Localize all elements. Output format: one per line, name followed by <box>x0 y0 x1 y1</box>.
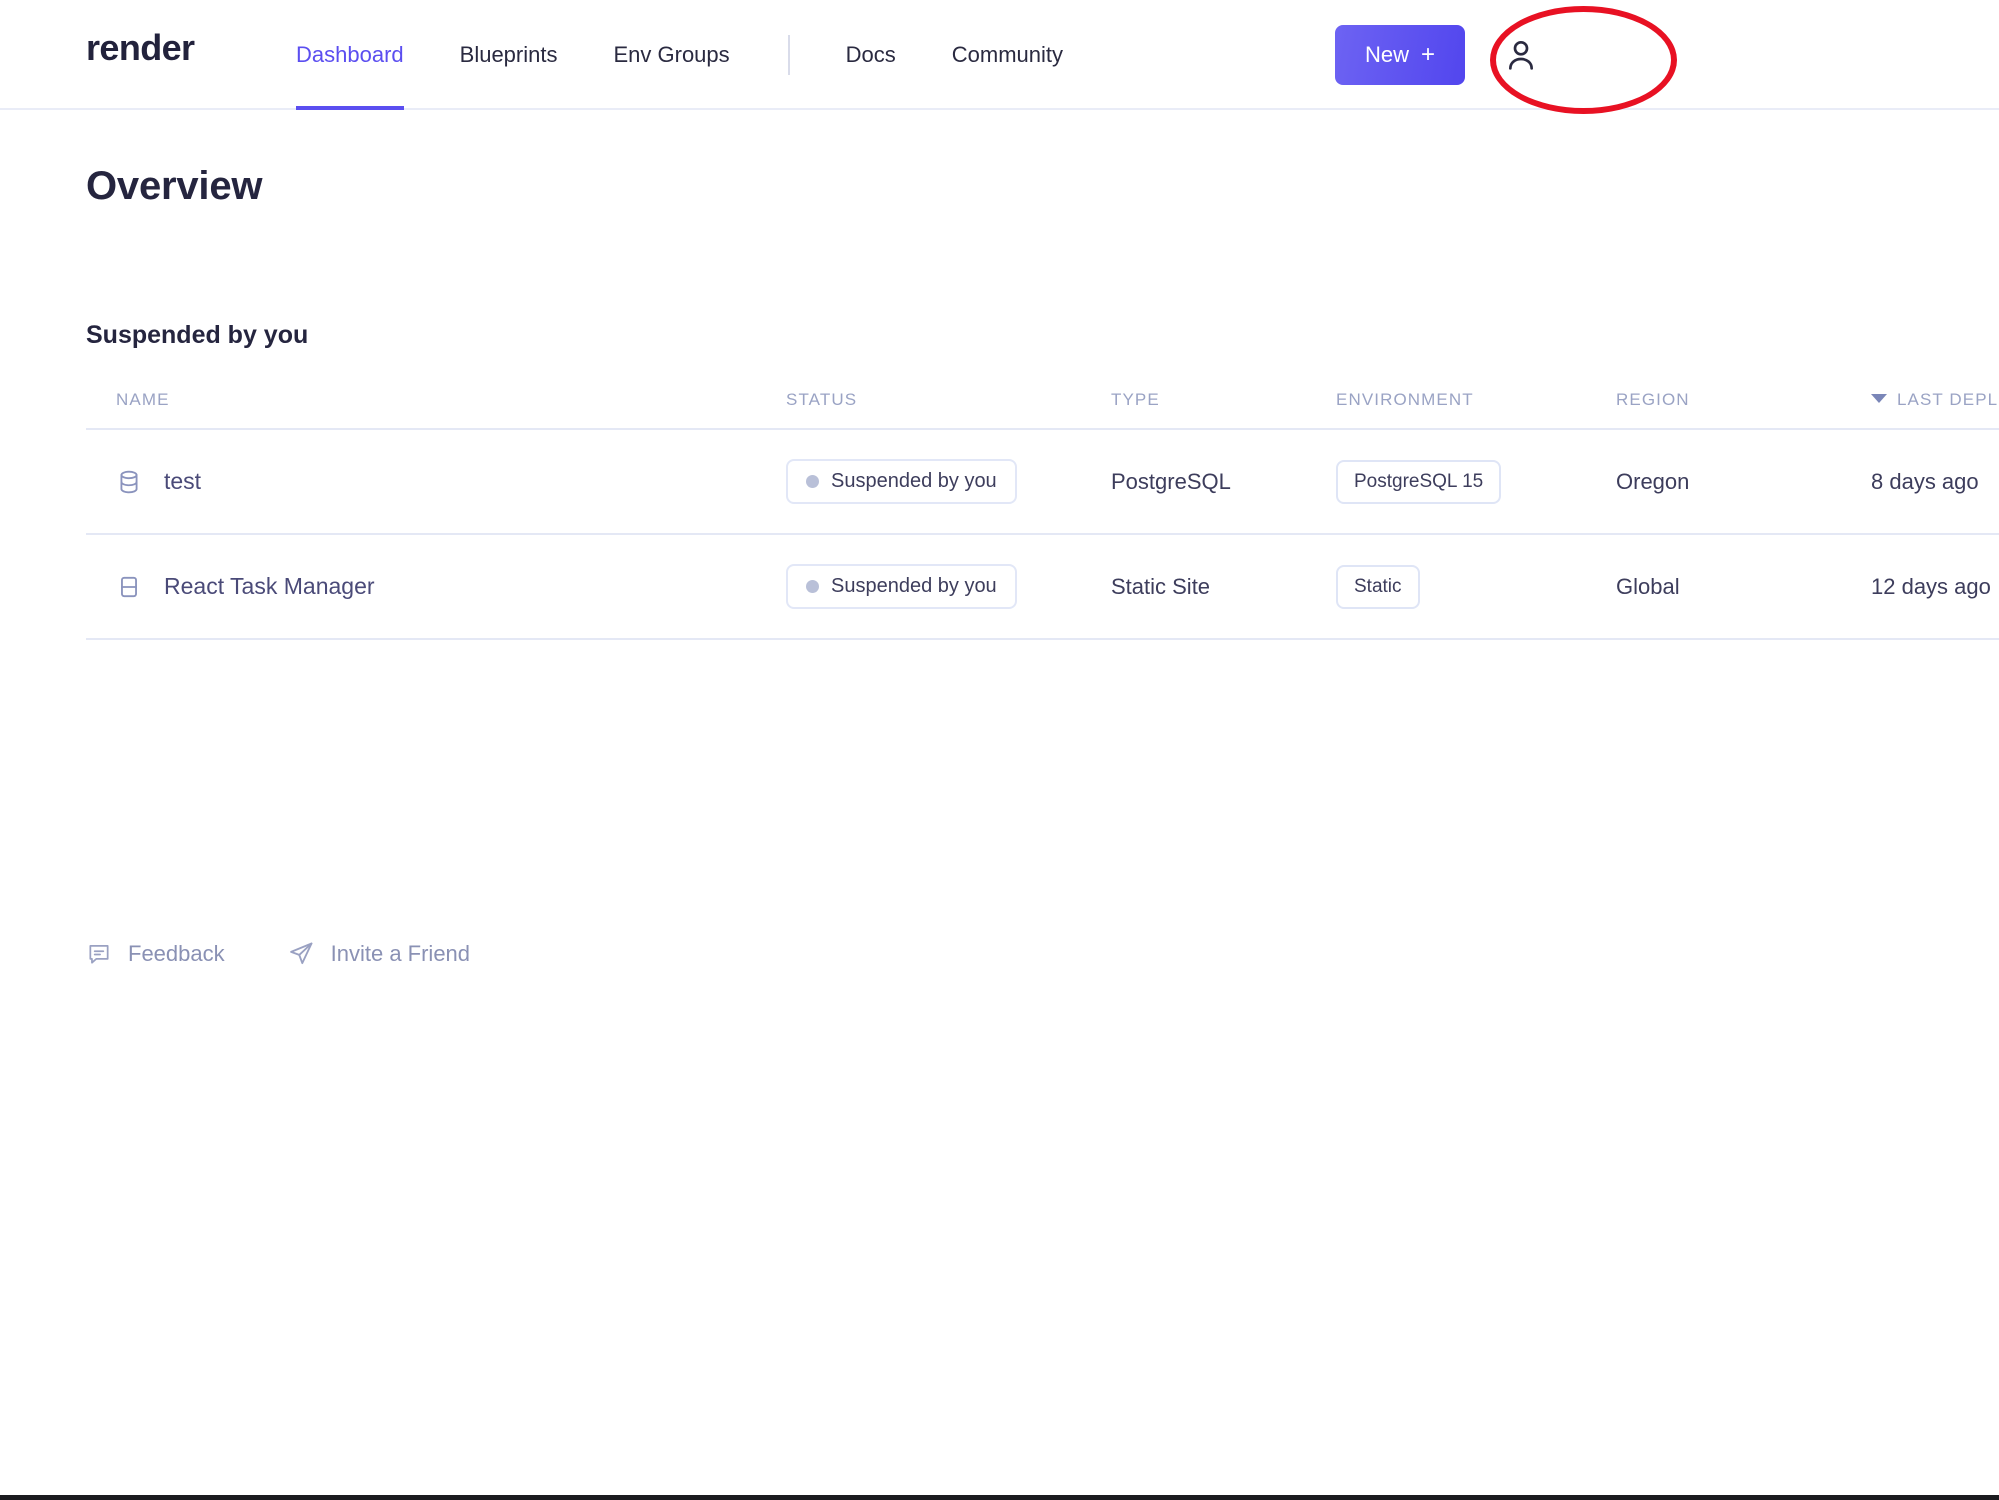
table-header-row: NAME STATUS TYPE ENVIRONMENT REGION <box>86 390 1999 430</box>
primary-nav: Dashboard Blueprints Env Groups Docs Com… <box>296 0 1119 110</box>
nav-divider <box>787 35 790 75</box>
footer-left-links: Feedback Invite a Friend <box>86 940 470 968</box>
col-header-region[interactable]: REGION <box>1616 390 1871 430</box>
col-header-environment-label: ENVIRONMENT <box>1336 390 1474 409</box>
col-header-name-label: NAME <box>116 390 170 409</box>
status-dot-icon <box>806 475 819 488</box>
feedback-label: Feedback <box>128 941 225 966</box>
plus-icon: + <box>1421 41 1436 68</box>
nav-label-docs: Docs <box>845 42 896 67</box>
status-badge: Suspended by you <box>786 564 1017 609</box>
invite-a-friend-link[interactable]: Invite a Friend <box>287 940 470 968</box>
col-header-type[interactable]: TYPE <box>1111 390 1336 430</box>
table-row[interactable]: React Task Manager Suspended by you Stat… <box>86 534 1999 640</box>
environment-chip: PostgreSQL 15 <box>1336 459 1502 504</box>
feedback-icon <box>86 941 112 967</box>
cell-name: test <box>86 429 786 535</box>
nav-item-docs[interactable]: Docs <box>846 0 896 110</box>
services-table: NAME STATUS TYPE ENVIRONMENT REGION <box>86 390 1999 640</box>
user-avatar-icon <box>1509 41 1533 70</box>
nav-item-env-groups[interactable]: Env Groups <box>613 0 729 110</box>
nav-label-dashboard: Dashboard <box>296 42 404 67</box>
service-name-link[interactable]: test <box>164 468 202 494</box>
main-content: Overview Suspended by you NAME STATUS <box>0 110 1999 1008</box>
render-logo[interactable]: render <box>86 27 195 68</box>
col-header-last-deployed-label: LAST DEPLOYED <box>1897 390 1999 409</box>
status-dot-icon <box>806 580 819 593</box>
col-header-region-label: REGION <box>1616 390 1690 409</box>
cell-last-deployed: 12 days ago <box>1871 534 1999 640</box>
status-badge: Suspended by you <box>786 459 1017 504</box>
cell-region: Oregon <box>1616 429 1871 535</box>
cell-environment: PostgreSQL 15 <box>1336 429 1616 535</box>
cell-type: PostgreSQL <box>1111 429 1336 535</box>
page-footer: Feedback Invite a Friend <box>86 940 1999 1008</box>
nav-right-actions: New + <box>1335 0 1549 110</box>
col-header-status[interactable]: STATUS <box>786 390 1111 430</box>
col-header-status-label: STATUS <box>786 390 858 409</box>
service-name-link[interactable]: React Task Manager <box>164 573 375 599</box>
new-button[interactable]: New + <box>1335 25 1465 85</box>
status-label: Suspended by you <box>831 470 997 492</box>
section-title-suspended: Suspended by you <box>86 321 309 349</box>
sort-descending-icon <box>1871 394 1887 403</box>
nav-label-env-groups: Env Groups <box>613 42 730 67</box>
cell-status: Suspended by you <box>786 534 1111 640</box>
cell-last-deployed: 8 days ago <box>1871 429 1999 535</box>
status-label: Suspended by you <box>831 575 997 597</box>
database-icon <box>116 469 142 495</box>
invite-a-friend-label: Invite a Friend <box>330 941 471 966</box>
paper-plane-icon <box>287 940 315 968</box>
page-title: Overview <box>86 164 263 208</box>
nav-item-community[interactable]: Community <box>952 0 1063 110</box>
nav-item-blueprints[interactable]: Blueprints <box>460 0 558 110</box>
nav-label-blueprints: Blueprints <box>459 42 558 67</box>
cell-environment: Static <box>1336 534 1616 640</box>
cell-type: Static Site <box>1111 534 1336 640</box>
nav-label-community: Community <box>951 42 1064 67</box>
cell-status: Suspended by you <box>786 429 1111 535</box>
col-header-name[interactable]: NAME <box>86 390 786 430</box>
col-header-environment[interactable]: ENVIRONMENT <box>1336 390 1616 430</box>
col-header-last-deployed[interactable]: LAST DEPLOYED <box>1871 390 1999 430</box>
cell-name: React Task Manager <box>86 534 786 640</box>
table-row[interactable]: test Suspended by you PostgreSQL Postgre… <box>86 429 1999 535</box>
col-header-type-label: TYPE <box>1111 390 1160 409</box>
nav-item-dashboard[interactable]: Dashboard <box>296 0 404 110</box>
cell-region: Global <box>1616 534 1871 640</box>
environment-chip: Static <box>1336 564 1420 609</box>
static-site-icon <box>116 574 142 600</box>
feedback-link[interactable]: Feedback <box>86 941 225 967</box>
new-button-label: New <box>1364 42 1409 67</box>
top-navigation-bar: render Dashboard Blueprints Env Groups D… <box>0 0 1999 110</box>
user-avatar-button[interactable] <box>1493 27 1549 83</box>
